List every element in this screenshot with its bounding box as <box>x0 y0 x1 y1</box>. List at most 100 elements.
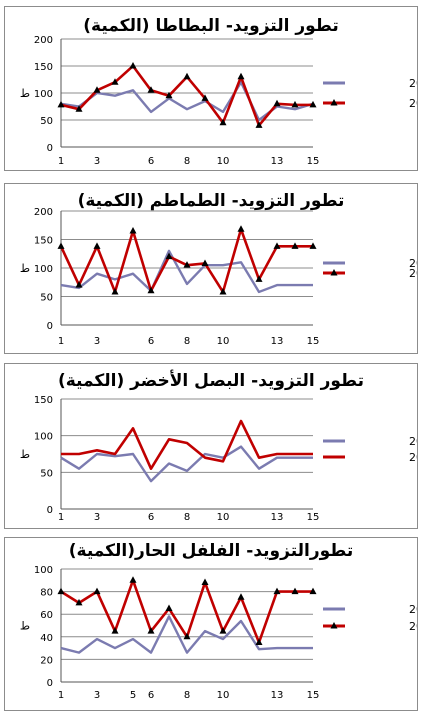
chart-4-y-tick-3: 60 <box>40 610 53 621</box>
chart-1-y-tick-4: 200 <box>34 35 53 46</box>
chart-2-series-2-point-8 <box>183 261 191 268</box>
chart-1-series-2-point-4 <box>111 78 119 85</box>
chart-1-series-2-point-5 <box>129 62 137 69</box>
chart-2-series-2-point-14 <box>291 242 299 249</box>
chart-4-series-2-point-5 <box>129 576 137 583</box>
chart-3-x-tick-3: 8 <box>184 512 190 523</box>
chart-svg-1: تطور التزويد- البطاطا (الكمية) 0 50 100 150 2… <box>20 16 417 167</box>
chart-2-series-2-point-3 <box>93 242 101 249</box>
chart-4-x-tick-4: 8 <box>184 690 190 701</box>
chart-1-x-tick-0: 1 <box>58 156 64 167</box>
chart-4-x-tick-2: 5 <box>130 690 136 701</box>
chart-1-series-2-point-1 <box>57 100 65 108</box>
chart-2-series-2-point-10 <box>219 287 227 295</box>
chart-1-series-2-point-2 <box>75 105 83 112</box>
chart-4-y-tick-1: 20 <box>40 655 53 666</box>
chart-4-x-tick-5: 10 <box>217 690 230 701</box>
chart-1-series-2-point-8 <box>183 72 191 80</box>
chart-1-x-tick-3: 8 <box>184 156 190 167</box>
chart-2-series-2-point-6 <box>147 286 155 294</box>
chart-3-y-label: ط <box>20 448 30 461</box>
chart-1-y-tick-3: 150 <box>34 62 53 73</box>
chart-4-series-2-point-10 <box>219 627 227 634</box>
chart-2-series-2-point-5 <box>129 226 137 234</box>
chart-1-series-2-point-9 <box>201 94 209 101</box>
chart-2-title: تطور التزويد- الطماطم (الكمية) <box>78 191 345 211</box>
chart-3-x-tick-1: 3 <box>94 512 100 523</box>
chart-1-legend-label-2: فيفري2018 <box>409 97 417 110</box>
chart-2-x-tick-3: 8 <box>184 336 190 347</box>
chart-1-series-2-point-15 <box>309 100 317 108</box>
chart-2-x-tick-6: 15 <box>307 336 320 347</box>
chart-2-legend-label-1: فيفري 2017 <box>409 257 417 270</box>
chart-svg-4: تطورالتزويد- الفلفل الحار(الكمية) 0 20 40 60… <box>20 541 417 701</box>
chart-panel-4: تطورالتزويد- الفلفل الحار(الكمية) 0 20 40 60… <box>4 537 418 711</box>
chart-1-y-label: ط <box>20 87 30 100</box>
chart-4-x-tick-0: 1 <box>58 690 64 701</box>
chart-4-legend-marker-2 <box>330 622 338 629</box>
chart-4-series-2-point-1 <box>57 587 65 595</box>
chart-2-series-1-line <box>60 249 313 294</box>
chart-2-legend-label-2: فيفري2018 <box>409 267 417 280</box>
chart-2-y-tick-3: 150 <box>34 236 53 247</box>
chart-3-x-tick-0: 1 <box>58 512 64 523</box>
chart-4-series-2-point-11 <box>237 593 245 600</box>
chart-2-series-2-point-1 <box>57 242 65 249</box>
chart-4-series-2-point-7 <box>165 604 173 612</box>
chart-2-series-2-point-4 <box>111 287 119 295</box>
chart-1-legend-label-1: فيفري 2017 <box>409 77 417 90</box>
chart-3-legend-label-1: فيفري 2017 <box>409 435 417 448</box>
chart-1-series-2-point-10 <box>219 118 227 126</box>
chart-4-x-tick-6: 13 <box>271 690 284 701</box>
chart-4-legend-label-1: فيفري 2017 <box>409 603 417 616</box>
chart-4-series-2-point-9 <box>201 578 209 586</box>
chart-1-x-tick-2: 6 <box>148 156 154 167</box>
chart-1-legend-marker-2 <box>330 99 338 106</box>
chart-4-y-tick-4: 80 <box>40 588 53 599</box>
chart-panel-3: تطور التزويد- البصل الأخضر (الكمية) 0 50 10… <box>4 363 418 529</box>
chart-4-title: تطورالتزويد- الفلفل الحار(الكمية) <box>69 541 353 561</box>
chart-2-y-label: ط <box>20 262 30 275</box>
chart-4-y-tick-0: 0 <box>47 678 53 689</box>
chart-1-series-2-point-7 <box>165 91 173 99</box>
chart-4-y-tick-2: 40 <box>40 633 53 644</box>
chart-4-series-2-point-6 <box>147 627 155 634</box>
chart-3-x-tick-6: 15 <box>307 512 320 523</box>
chart-2-y-tick-0: 0 <box>47 321 53 332</box>
chart-4-series-2-point-8 <box>183 632 191 640</box>
chart-3-series-1-line <box>60 445 313 483</box>
chart-1-series-2-point-13 <box>273 99 281 107</box>
chart-4-series-2-point-12 <box>255 638 263 645</box>
chart-2-series-2-point-9 <box>201 259 209 266</box>
chart-3-y-tick-3: 150 <box>34 395 53 406</box>
chart-3-x-tick-5: 13 <box>271 512 284 523</box>
chart-panel-1: تطور التزويد- البطاطا (الكمية) 0 50 100 150 2… <box>4 6 418 171</box>
chart-4-x-tick-1: 3 <box>94 690 100 701</box>
chart-3-y-tick-0: 0 <box>47 505 53 516</box>
chart-2-y-tick-1: 50 <box>40 293 53 304</box>
chart-3-title: تطور التزويد- البصل الأخضر (الكمية) <box>58 370 364 391</box>
chart-4-series-2-point-3 <box>93 587 101 595</box>
chart-svg-3: تطور التزويد- البصل الأخضر (الكمية) 0 50 10… <box>20 370 417 523</box>
chart-1-series-2-point-6 <box>147 86 155 93</box>
chart-1-y-tick-1: 50 <box>40 116 53 127</box>
chart-panel-2: تطور التزويد- الطماطم (الكمية) 0 50 100 150 2… <box>4 183 418 354</box>
chart-4-y-label: ط <box>20 620 30 633</box>
chart-2-y-tick-2: 100 <box>34 264 53 275</box>
chart-1-x-tick-5: 13 <box>271 156 284 167</box>
chart-2-series-2-point-11 <box>237 225 245 232</box>
chart-4-x-tick-7: 15 <box>307 690 320 701</box>
chart-4-series-2-point-13 <box>273 587 281 595</box>
chart-3-legend-label-2: فيفري2018 <box>409 451 417 464</box>
chart-4-series-2-point-4 <box>111 627 119 634</box>
chart-4-series-2-point-14 <box>291 587 299 595</box>
chart-1-series-2-point-3 <box>93 86 101 93</box>
chart-4-series-1-line <box>60 615 313 654</box>
chart-svg-2: تطور التزويد- الطماطم (الكمية) 0 50 100 150 2… <box>20 191 417 347</box>
chart-2-legend-marker-2 <box>330 269 338 276</box>
chart-4-x-tick-3: 6 <box>148 690 154 701</box>
chart-1-title: تطور التزويد- البطاطا (الكمية) <box>83 16 338 36</box>
chart-4-series-2-point-15 <box>309 587 317 595</box>
chart-2-x-tick-2: 6 <box>148 336 154 347</box>
chart-2-x-tick-5: 13 <box>271 336 284 347</box>
